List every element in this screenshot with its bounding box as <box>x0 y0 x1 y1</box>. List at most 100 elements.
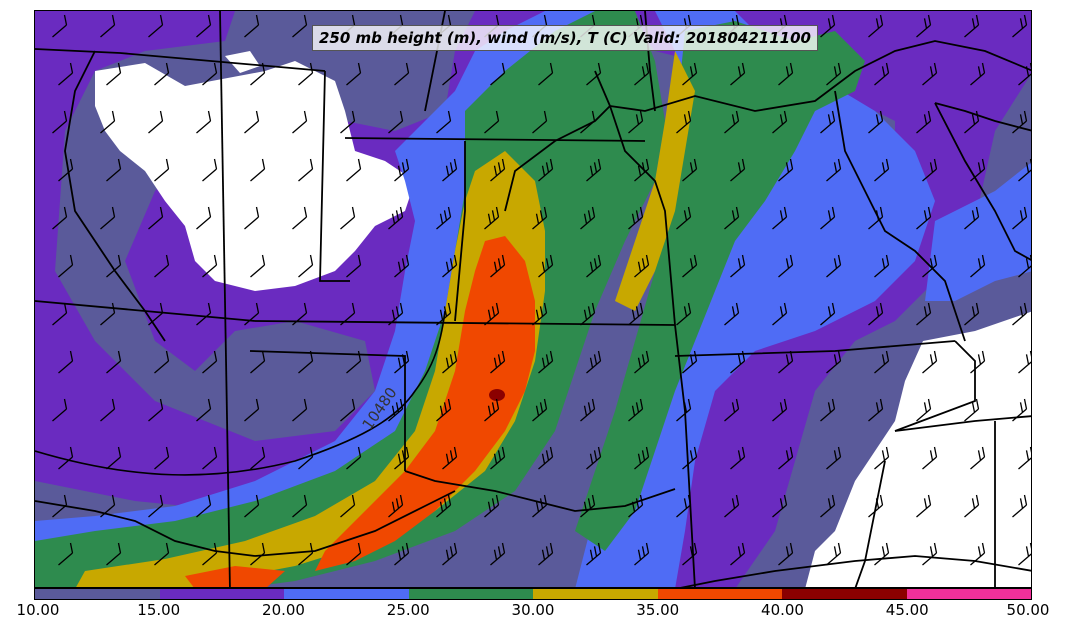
wind-barbs <box>52 14 1031 566</box>
wind-barb <box>250 542 266 566</box>
wind-barb <box>196 398 212 422</box>
wind-barb <box>298 350 314 374</box>
wind-barb <box>916 494 932 518</box>
wind-barb <box>970 62 986 86</box>
wind-barb <box>106 542 122 566</box>
colorbar-segment <box>906 589 1031 599</box>
wind-barb <box>538 62 554 86</box>
wind-barb <box>394 254 410 278</box>
wind-barb <box>538 158 554 182</box>
wind-barb <box>154 254 170 278</box>
wind-barb <box>394 62 410 86</box>
wind-barb <box>916 14 932 38</box>
wind-barb <box>298 62 314 86</box>
wind-barb <box>196 494 212 518</box>
wind-barb <box>730 542 746 566</box>
wind-barb <box>154 542 170 566</box>
wind-barb <box>100 398 116 422</box>
colorbar-tick-label: 10.00 <box>16 601 60 619</box>
wind-barb <box>586 446 602 470</box>
wind-barb <box>628 110 644 134</box>
wind-barb <box>154 350 170 374</box>
wind-barb <box>826 542 842 566</box>
wind-barb <box>100 110 116 134</box>
wind-barb <box>580 110 596 134</box>
wind-barb <box>388 110 404 134</box>
wind-barb <box>778 542 794 566</box>
wind-barb <box>1012 398 1028 422</box>
wind-barb <box>148 398 164 422</box>
wind-barb <box>628 398 644 422</box>
wind-barb <box>442 62 458 86</box>
wind-barb <box>148 14 164 38</box>
wind-barb <box>586 62 602 86</box>
wind-barb <box>826 158 842 182</box>
wind-barb <box>244 14 260 38</box>
colorbar-segment <box>159 589 284 599</box>
wind-barb <box>388 302 404 326</box>
wind-barb <box>292 398 308 422</box>
wind-barb <box>964 14 980 38</box>
wind-barb <box>1012 302 1028 326</box>
wind-barb <box>394 158 410 182</box>
wind-barb <box>628 302 644 326</box>
wind-barb <box>682 446 698 470</box>
wind-barb <box>244 398 260 422</box>
wind-barb <box>868 206 884 230</box>
colorbar-segment <box>782 589 907 599</box>
wind-barb <box>484 206 500 230</box>
wind-barb <box>772 398 788 422</box>
wind-barb <box>148 494 164 518</box>
wind-barb <box>922 350 938 374</box>
wind-barb <box>532 206 548 230</box>
wind-barb <box>778 254 794 278</box>
wind-barb <box>490 62 506 86</box>
wind-barb <box>1018 350 1031 374</box>
wind-barb <box>730 254 746 278</box>
wind-barb <box>772 206 788 230</box>
wind-barb <box>868 110 884 134</box>
wind-barb <box>202 254 218 278</box>
wind-barb <box>676 302 692 326</box>
wind-barb <box>580 206 596 230</box>
wind-barb <box>730 350 746 374</box>
wind-barb <box>1012 110 1028 134</box>
wind-barb <box>820 302 836 326</box>
wind-barb <box>100 302 116 326</box>
wind-barb <box>340 302 356 326</box>
wind-barb <box>634 542 650 566</box>
colorbar-tick-label: 30.00 <box>511 601 555 619</box>
wind-barb <box>772 302 788 326</box>
wind-barb <box>346 446 362 470</box>
wind-barb <box>730 158 746 182</box>
wind-barb <box>442 254 458 278</box>
wind-barb <box>436 110 452 134</box>
wind-barb <box>244 206 260 230</box>
wind-barb <box>346 542 362 566</box>
wind-barb <box>730 446 746 470</box>
wind-barb <box>196 14 212 38</box>
wind-barb <box>340 494 356 518</box>
wind-barb <box>532 110 548 134</box>
wind-barb <box>922 158 938 182</box>
wind-barb <box>202 62 218 86</box>
wind-barb <box>244 110 260 134</box>
wind-barb <box>244 302 260 326</box>
wind-barb <box>388 398 404 422</box>
wind-barb <box>340 110 356 134</box>
wind-barb <box>484 494 500 518</box>
wind-barb <box>964 494 980 518</box>
wind-barb <box>868 302 884 326</box>
wind-barb <box>826 254 842 278</box>
wind-barb <box>826 62 842 86</box>
wind-barb <box>970 350 986 374</box>
wind-barb <box>442 542 458 566</box>
wind-barb <box>436 302 452 326</box>
map-canvas: 10480 <box>35 11 1031 587</box>
wind-barb <box>436 206 452 230</box>
colorbar-tick-label: 35.00 <box>636 601 680 619</box>
wind-barb <box>436 398 452 422</box>
wind-barb <box>340 206 356 230</box>
wind-barb <box>682 542 698 566</box>
wind-barb <box>106 254 122 278</box>
